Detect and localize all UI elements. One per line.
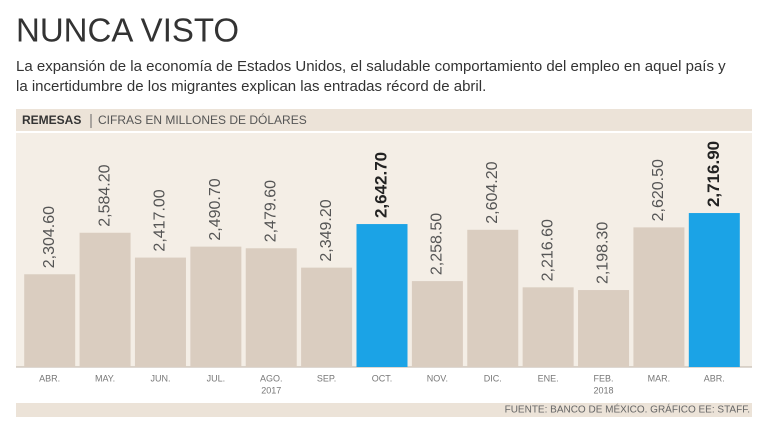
bar	[134, 257, 186, 367]
x-tick-label: MAR.	[648, 373, 671, 383]
bar	[190, 246, 242, 367]
x-tick-label: ABR.	[704, 373, 725, 383]
source-note: FUENTE: BANCO DE MÉXICO. GRÁFICO EE: STA…	[505, 403, 750, 416]
section-label: REMESAS	[22, 113, 81, 127]
year-label: 2017	[261, 385, 281, 395]
bar	[245, 248, 297, 367]
x-tick-label: ENE.	[538, 373, 559, 383]
value-label: 2,349.20	[318, 199, 335, 261]
value-label: 2,304.60	[41, 206, 58, 268]
header-band	[16, 109, 752, 131]
bar	[467, 229, 519, 367]
bar	[578, 290, 630, 367]
x-tick-label: FEB.	[594, 373, 614, 383]
value-label: 2,258.50	[429, 213, 446, 275]
value-label: 2,417.00	[152, 189, 169, 251]
x-tick-label: OCT.	[372, 373, 393, 383]
unit-label: CIFRAS EN MILLONES DE DÓLARES	[98, 112, 307, 127]
value-label: 2,198.30	[595, 222, 612, 284]
chart-subtitle: La expansión de la economía de Estados U…	[16, 58, 726, 75]
bar	[688, 213, 740, 367]
footer-band	[16, 403, 752, 417]
value-label: 2,642.70	[371, 152, 390, 218]
chart-subtitle: la incertidumbre de los migrantes explic…	[16, 78, 486, 95]
bar	[411, 281, 463, 367]
x-tick-label: JUL.	[207, 373, 226, 383]
bar	[79, 232, 131, 367]
value-label: 2,479.60	[262, 180, 279, 242]
value-label: 2,716.90	[704, 141, 723, 207]
bar	[356, 224, 408, 367]
bar	[301, 267, 353, 367]
x-tick-label: NOV.	[427, 373, 448, 383]
value-label: 2,584.20	[96, 164, 113, 226]
x-tick-label: JUN.	[150, 373, 170, 383]
x-tick-label: MAY.	[95, 373, 115, 383]
x-tick-label: SEP.	[317, 373, 336, 383]
x-tick-label: AGO.	[260, 373, 283, 383]
value-label: 2,620.50	[650, 159, 667, 221]
bar	[633, 227, 685, 367]
chart-title: NUNCA VISTO	[16, 12, 239, 49]
value-label: 2,604.20	[484, 161, 501, 223]
year-label: 2018	[594, 385, 614, 395]
x-tick-label: ABR.	[39, 373, 60, 383]
x-tick-label: DIC.	[484, 373, 502, 383]
value-label: 2,490.70	[207, 178, 224, 240]
bar	[24, 274, 76, 367]
value-label: 2,216.60	[539, 219, 556, 281]
bar	[522, 287, 574, 367]
